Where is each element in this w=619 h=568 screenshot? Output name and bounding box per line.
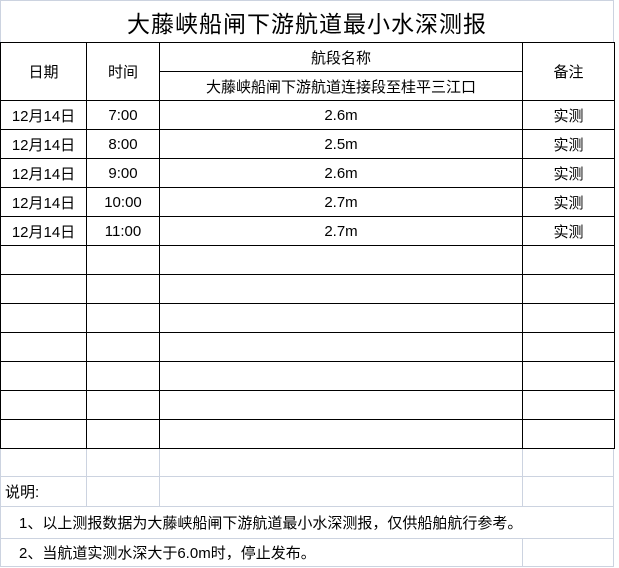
depth-cell: 2.7m: [159, 187, 523, 217]
date-cell: 12月14日: [0, 129, 87, 159]
remark-cell: 实测: [522, 100, 615, 130]
date-cell: 12月14日: [0, 187, 87, 217]
depth-report-table: 日期 时间 航段名称 备注 大藤峡船闸下游航道连接段至桂平三江口 12月14日 …: [0, 42, 615, 449]
header-remark: 备注: [522, 42, 615, 101]
table-row: 12月14日 11:00 2.7m 实测: [0, 216, 615, 246]
table-row: 12月14日 9:00 2.6m 实测: [0, 158, 615, 188]
empty-row: [0, 274, 615, 304]
time-cell: 8:00: [86, 129, 160, 159]
notes-label-row: 说明:: [0, 477, 614, 507]
time-cell: 10:00: [86, 187, 160, 217]
header-time: 时间: [86, 42, 160, 101]
note-row-2: 2、当航道实测水深大于6.0m时，停止发布。: [0, 539, 614, 567]
table-row: 12月14日 7:00 2.6m 实测: [0, 100, 615, 130]
time-cell: 9:00: [86, 158, 160, 188]
title-row: 大藤峡船闸下游航道最小水深测报: [0, 0, 614, 42]
header-row-1: 日期 时间 航段名称 备注: [0, 42, 615, 101]
depth-cell: 2.5m: [159, 129, 523, 159]
remark-cell: 实测: [522, 216, 615, 246]
note-item-1: 1、以上测报数据为大藤峡船闸下游航道最小水深测报，仅供船舶航行参考。: [19, 515, 523, 532]
empty-row: [0, 332, 615, 362]
table-row: 12月14日 8:00 2.5m 实测: [0, 129, 615, 159]
table-row: 12月14日 10:00 2.7m 实测: [0, 187, 615, 217]
empty-row: [0, 303, 615, 333]
date-cell: 12月14日: [0, 100, 87, 130]
empty-row: [0, 419, 615, 449]
depth-cell: 2.6m: [159, 158, 523, 188]
header-date: 日期: [0, 42, 87, 101]
page-title: 大藤峡船闸下游航道最小水深测报: [127, 10, 487, 37]
time-cell: 11:00: [86, 216, 160, 246]
remark-cell: 实测: [522, 187, 615, 217]
footer-empty-row: [0, 449, 614, 477]
date-cell: 12月14日: [0, 216, 87, 246]
depth-cell: 2.6m: [159, 100, 523, 130]
empty-row: [0, 245, 615, 275]
note-item-2: 2、当航道实测水深大于6.0m时，停止发布。: [1, 539, 523, 566]
date-cell: 12月14日: [0, 158, 87, 188]
header-section: 航段名称: [159, 42, 523, 72]
time-cell: 7:00: [86, 100, 160, 130]
remark-cell: 实测: [522, 158, 615, 188]
remark-cell: 实测: [522, 129, 615, 159]
depth-cell: 2.7m: [159, 216, 523, 246]
empty-row: [0, 390, 615, 420]
section-subtitle: 大藤峡船闸下游航道连接段至桂平三江口: [159, 71, 523, 101]
header-row-2: 大藤峡船闸下游航道连接段至桂平三江口: [1, 71, 615, 101]
notes-label: 说明:: [5, 484, 40, 501]
empty-row: [0, 361, 615, 391]
note-row-1: 1、以上测报数据为大藤峡船闸下游航道最小水深测报，仅供船舶航行参考。: [0, 507, 614, 539]
